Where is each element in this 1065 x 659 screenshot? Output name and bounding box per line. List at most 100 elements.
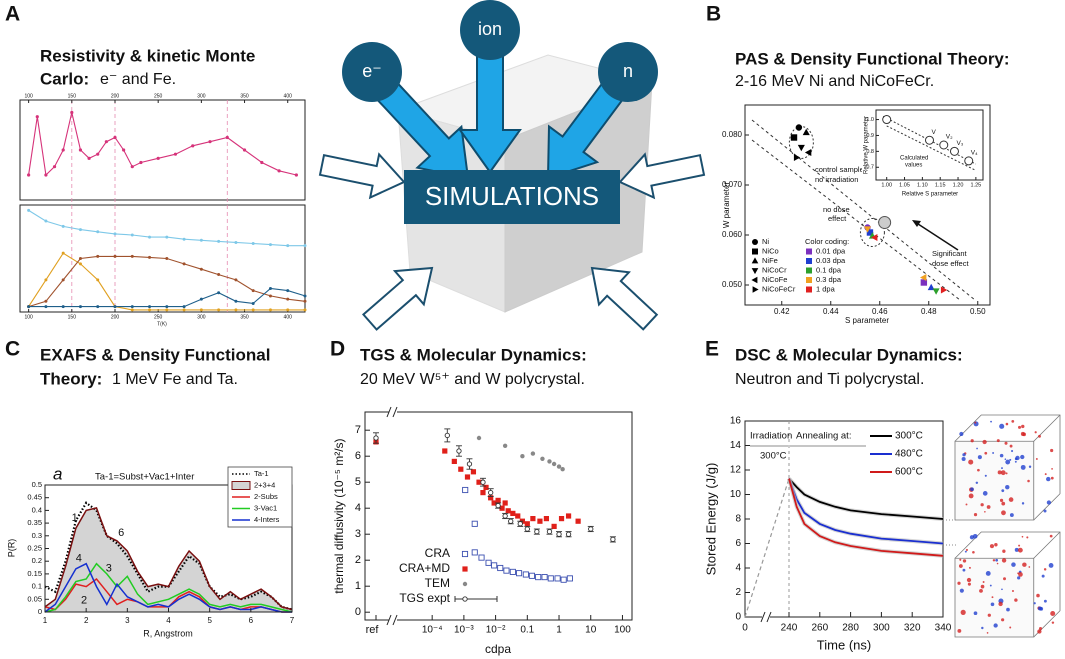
axis-break: [389, 407, 397, 417]
data-point: [165, 257, 169, 260]
legend-marker: [751, 257, 759, 264]
axis-break: [766, 611, 772, 623]
data-point: [497, 564, 504, 572]
annotation: 4: [76, 553, 82, 565]
cube-dot: [966, 577, 972, 583]
x-tick-label: 100: [24, 314, 33, 320]
data-point: [920, 279, 928, 286]
x-tick-label: 350: [240, 93, 249, 99]
x-tick-label: 200: [111, 314, 120, 320]
data-point: [199, 238, 203, 242]
cube-dot: [1051, 468, 1053, 470]
data-point: [96, 305, 100, 309]
cube-dot: [992, 452, 995, 454]
data-point: [528, 572, 535, 579]
cube-dot: [969, 535, 975, 540]
data-point: [148, 305, 152, 309]
data-point: [78, 262, 82, 266]
data-point: [70, 110, 74, 115]
cube-dot: [1049, 534, 1053, 538]
data-point: [485, 559, 492, 566]
data-point: [556, 464, 562, 469]
data-point: [534, 528, 540, 535]
legend-marker: [752, 248, 758, 255]
legend-swatch: [806, 277, 812, 283]
data-point: [466, 461, 473, 467]
x-tick-label: 250: [154, 314, 163, 320]
y-tick-label: 12: [730, 465, 742, 476]
data-point: [165, 308, 169, 312]
legend-swatch: [231, 481, 251, 490]
data-point: [541, 574, 548, 581]
cube-dot: [1002, 549, 1006, 553]
data-point: [554, 575, 561, 582]
axis-break: [386, 406, 392, 418]
x-tick-label: 200: [111, 93, 120, 99]
cube-dot: [1015, 455, 1020, 461]
y-tick-label: 0.9: [866, 133, 874, 139]
plot-frame: [19, 99, 306, 201]
legend-marker: [461, 550, 469, 558]
legend-marker: [752, 239, 758, 245]
y-tick-label: 10: [730, 489, 742, 500]
x-tick-label: 0.46: [872, 307, 888, 316]
legend-label: 0.3 dpa: [816, 275, 842, 284]
y-axis-label: thermal diffusivity (10⁻⁵ m²/s): [332, 438, 346, 593]
cube-dot: [982, 439, 987, 445]
cube-dot: [965, 548, 968, 552]
data-point: [234, 308, 238, 312]
data-point: [44, 278, 48, 282]
data-point: [871, 234, 878, 241]
cube-dot: [1017, 576, 1021, 580]
cube-dot: [986, 632, 989, 634]
y-tick-label: 5: [355, 476, 361, 488]
source-label: n: [623, 61, 633, 81]
cube-dot: [1026, 536, 1029, 539]
diagram-label: SIMULATIONS: [425, 181, 599, 211]
cube-dot: [982, 491, 988, 496]
cube-dot: [1035, 458, 1038, 460]
x-tick-label: 240: [781, 623, 798, 634]
x-tick-label: 320: [904, 623, 921, 634]
y-tick-label: 6: [735, 538, 741, 549]
data-point: [242, 148, 247, 152]
panel-subtitle: 1 MeV Fe and Ta.: [112, 371, 238, 388]
data-point: [560, 576, 567, 583]
cube-dot: [1021, 424, 1025, 429]
cube-dot: [1021, 502, 1025, 505]
data-point: [113, 135, 117, 140]
y-tick-label: 0.070: [722, 180, 743, 189]
y-tick-label: 0.2: [32, 556, 42, 565]
data-point: [925, 135, 934, 145]
x-tick-label: 400: [284, 314, 293, 320]
data-point: [442, 448, 448, 454]
panel-title: Carlo:: [40, 69, 89, 88]
data-point: [530, 516, 536, 522]
annotation: 300°C: [760, 451, 787, 462]
cube-dot: [1001, 489, 1005, 493]
data-point: [251, 242, 255, 246]
y-tick-label: 2: [735, 587, 741, 598]
cube-dot: [968, 459, 974, 465]
axis-break: [762, 611, 770, 623]
annotation: 1: [72, 512, 78, 524]
data-point: [139, 160, 143, 165]
cube-dot: [1011, 562, 1016, 567]
x-tick-label: 260: [811, 623, 828, 634]
cube-outline: [1033, 531, 1061, 559]
cube-dot: [1004, 458, 1007, 461]
cube-dot: [1020, 454, 1025, 460]
y-axis-label: Stored Energy (J/g): [703, 463, 718, 576]
data-point: [113, 254, 117, 258]
panel-letter: B: [706, 3, 721, 26]
data-point: [286, 308, 290, 312]
data-point: [488, 495, 494, 501]
arrow: [377, 81, 470, 180]
data-point: [156, 156, 160, 160]
cube-dot: [957, 628, 962, 633]
guide-line: [886, 125, 977, 171]
data-point: [277, 169, 281, 173]
y-tick-label: 0.1: [32, 582, 42, 591]
x-tick-label: 0: [742, 623, 748, 634]
guide-arrow: [914, 221, 959, 251]
